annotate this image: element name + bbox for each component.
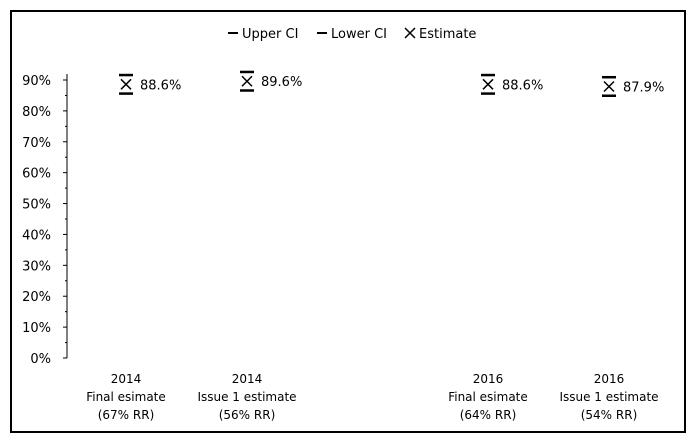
y-tick-label: 50% [22, 198, 51, 213]
data-label: 88.6% [140, 78, 181, 93]
x-axis: 2014 Final esimate (67% RR) 2014 Issue 1 est… [86, 372, 658, 422]
data-label: 87.9% [623, 80, 664, 95]
x-tick-label-line: (64% RR) [460, 408, 517, 422]
x-tick-label-line: Final esimate [448, 390, 528, 404]
x-tick-label: 2014 Final esimate (67% RR) [86, 372, 166, 422]
y-tick-label: 0% [30, 352, 51, 367]
data-label: 88.6% [502, 78, 543, 93]
y-tick-label: 90% [22, 74, 51, 89]
legend-x-icon [404, 27, 416, 39]
legend-label: Lower CI [331, 27, 387, 42]
y-tick-label: 10% [22, 321, 51, 336]
y-tick-label: 40% [22, 228, 51, 243]
y-tick-label: 80% [22, 105, 51, 120]
x-tick-label-line: 2014 [111, 372, 142, 386]
estimate-mark [241, 75, 253, 87]
x-tick-label-line: (67% RR) [98, 408, 155, 422]
y-tick-label: 20% [22, 290, 51, 305]
legend-label: Upper CI [242, 27, 298, 42]
estimate-mark [603, 80, 615, 93]
data-label: 89.6% [261, 75, 302, 90]
x-tick-label-line: Final esimate [86, 390, 166, 404]
y-tick-label: 30% [22, 259, 51, 274]
x-tick-label: 2016 Issue 1 estimate (54% RR) [559, 372, 658, 422]
x-tick-label-line: (54% RR) [581, 408, 638, 422]
x-tick-label-line: 2016 [473, 372, 504, 386]
x-tick-label-line: Issue 1 estimate [559, 390, 658, 404]
x-tick-label-line: Issue 1 estimate [197, 390, 296, 404]
x-tick-label: 2014 Issue 1 estimate (56% RR) [197, 372, 296, 422]
legend: Upper CI Lower CI Estimate [228, 27, 476, 42]
legend-label: Estimate [419, 27, 476, 42]
x-tick-label-line: 2014 [232, 372, 263, 386]
y-tick-label: 60% [22, 167, 51, 182]
y-axis: 0% 10% 20% 30% 40% 50% 60% 70% 80% 90% [22, 74, 68, 367]
x-tick-label-line: 2016 [594, 372, 625, 386]
x-tick-label-line: (56% RR) [219, 408, 276, 422]
y-tick-label: 70% [22, 136, 51, 151]
chart-border [10, 10, 686, 433]
x-tick-label: 2016 Final esimate (64% RR) [448, 372, 528, 422]
estimate-mark [120, 78, 132, 90]
chart-marks: 88.6% 89.6% 88.6% 87.9% [119, 70, 664, 98]
estimate-mark [482, 78, 494, 90]
